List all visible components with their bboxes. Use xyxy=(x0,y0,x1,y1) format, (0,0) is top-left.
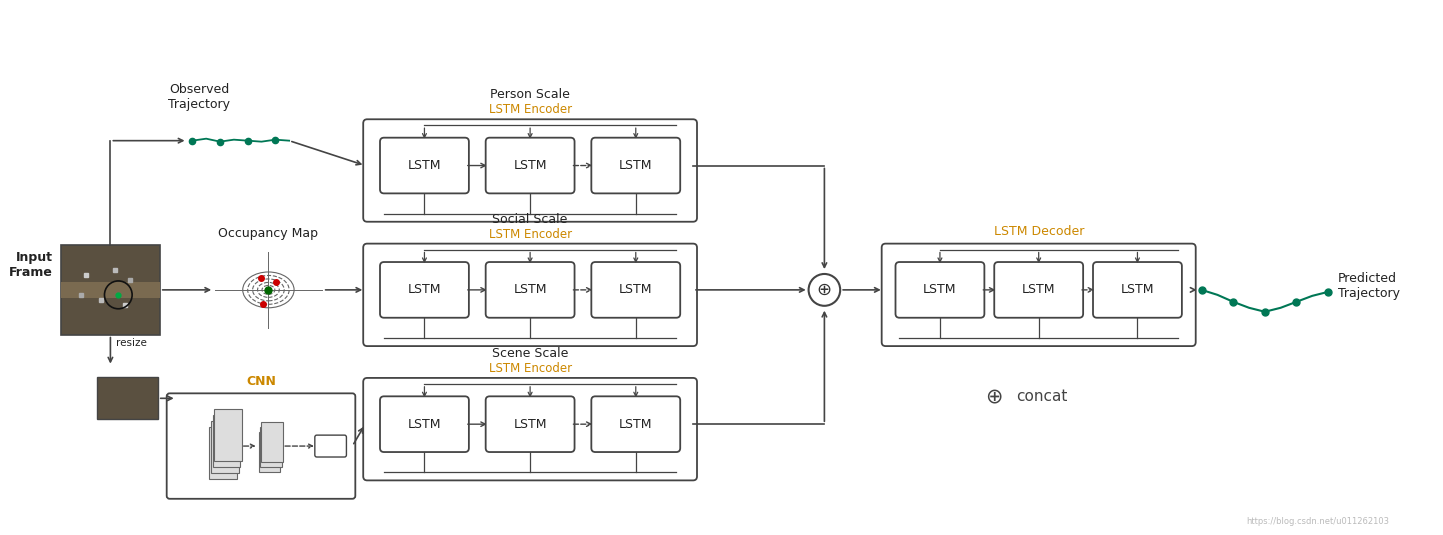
Text: LSTM Encoder: LSTM Encoder xyxy=(489,227,571,241)
FancyBboxPatch shape xyxy=(592,137,680,193)
FancyBboxPatch shape xyxy=(364,119,697,221)
FancyBboxPatch shape xyxy=(882,243,1196,346)
Text: ⊕: ⊕ xyxy=(986,386,1003,406)
Bar xyxy=(61,282,160,298)
FancyBboxPatch shape xyxy=(380,396,469,452)
Text: Input
Frame: Input Frame xyxy=(9,251,53,279)
Text: LSTM: LSTM xyxy=(514,284,547,296)
Text: LSTM Encoder: LSTM Encoder xyxy=(489,103,571,116)
FancyBboxPatch shape xyxy=(896,262,984,318)
Text: LSTM: LSTM xyxy=(924,284,957,296)
Text: resize: resize xyxy=(117,338,147,348)
Text: LSTM Decoder: LSTM Decoder xyxy=(994,225,1084,238)
Bar xyxy=(97,377,157,419)
Bar xyxy=(261,422,283,462)
Text: LSTM: LSTM xyxy=(408,284,442,296)
Text: LSTM: LSTM xyxy=(619,418,652,431)
Text: Observed
Trajectory: Observed Trajectory xyxy=(169,83,231,111)
Text: LSTM: LSTM xyxy=(408,418,442,431)
Text: LSTM: LSTM xyxy=(1121,284,1154,296)
Text: LSTM: LSTM xyxy=(619,284,652,296)
FancyBboxPatch shape xyxy=(1092,262,1182,318)
Text: Predicted
Trajectory: Predicted Trajectory xyxy=(1338,272,1400,300)
FancyBboxPatch shape xyxy=(486,262,574,318)
FancyBboxPatch shape xyxy=(592,262,680,318)
Bar xyxy=(61,245,160,335)
Text: LSTM: LSTM xyxy=(514,418,547,431)
FancyBboxPatch shape xyxy=(167,393,355,499)
Text: LSTM Encoder: LSTM Encoder xyxy=(489,362,571,375)
FancyBboxPatch shape xyxy=(592,396,680,452)
Text: LSTM: LSTM xyxy=(619,159,652,172)
Text: ⊕: ⊕ xyxy=(817,281,833,299)
Bar xyxy=(209,427,237,479)
Text: https://blog.csdn.net/u011262103: https://blog.csdn.net/u011262103 xyxy=(1247,517,1390,526)
FancyBboxPatch shape xyxy=(315,435,346,457)
FancyBboxPatch shape xyxy=(994,262,1084,318)
FancyBboxPatch shape xyxy=(380,262,469,318)
FancyBboxPatch shape xyxy=(486,396,574,452)
FancyBboxPatch shape xyxy=(364,243,697,346)
Bar xyxy=(211,421,238,473)
Text: LSTM: LSTM xyxy=(408,159,442,172)
FancyBboxPatch shape xyxy=(380,137,469,193)
FancyBboxPatch shape xyxy=(486,137,574,193)
Text: Person Scale: Person Scale xyxy=(491,88,570,101)
Text: Scene Scale: Scene Scale xyxy=(492,347,569,360)
Circle shape xyxy=(808,274,840,306)
Bar xyxy=(258,432,280,472)
FancyBboxPatch shape xyxy=(364,378,697,480)
Bar xyxy=(215,409,242,461)
Bar xyxy=(212,415,241,467)
Text: CNN: CNN xyxy=(247,376,276,388)
Text: concat: concat xyxy=(1016,389,1068,404)
Text: Occupancy Map: Occupancy Map xyxy=(218,227,319,240)
Text: LSTM: LSTM xyxy=(514,159,547,172)
Text: LSTM: LSTM xyxy=(1022,284,1055,296)
Text: Social Scale: Social Scale xyxy=(492,213,567,226)
Bar xyxy=(260,427,281,467)
